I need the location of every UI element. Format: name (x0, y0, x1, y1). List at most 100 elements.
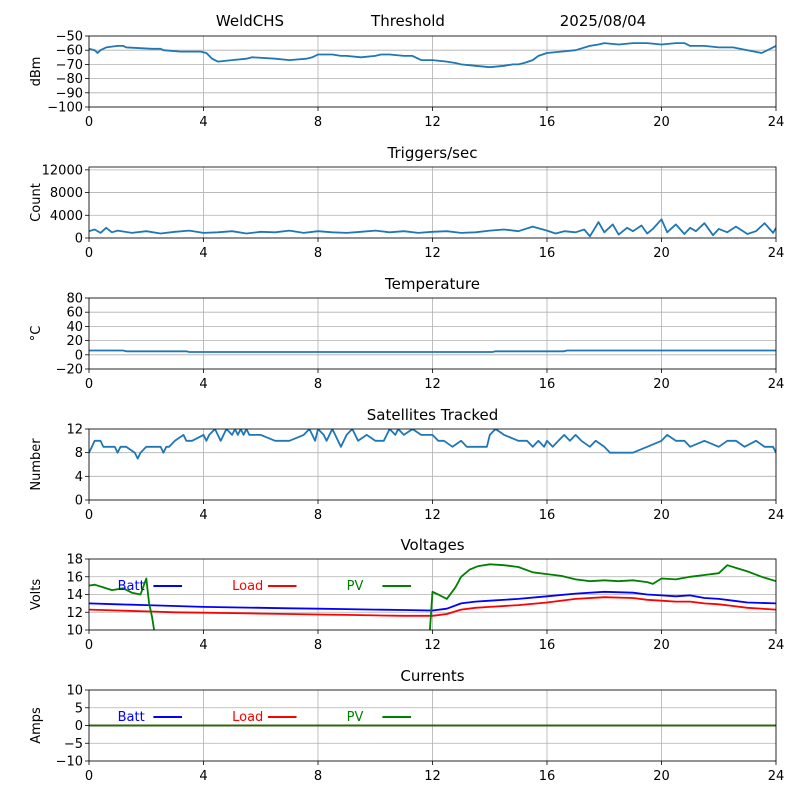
signal-ylabel: dBm (29, 57, 44, 87)
voltages-xtick-label: 12 (424, 638, 441, 653)
triggers-ytick-label: 12000 (42, 163, 83, 178)
currents-xtick-label: 12 (424, 769, 441, 784)
voltages-legend-batt-label: Batt (118, 579, 145, 594)
satellites-xtick-label: 4 (199, 508, 207, 523)
voltages-legend-pv-label: PV (347, 579, 364, 594)
satellites-ytick-label: 4 (75, 470, 83, 485)
satellites-xtick-label: 20 (653, 508, 670, 523)
voltages-xtick-label: 16 (539, 638, 556, 653)
triggers-xtick-label: 24 (768, 246, 785, 261)
currents-ylabel: Amps (29, 707, 44, 744)
signal-ytick-label: −70 (56, 58, 83, 73)
satellites-series-0 (89, 429, 776, 460)
triggers-ytick-label: 8000 (50, 186, 83, 201)
currents-xtick-label: 20 (653, 769, 670, 784)
temperature-series-0 (89, 349, 776, 353)
triggers-xtick-label: 8 (314, 246, 322, 261)
voltages-ytick-label: 10 (66, 624, 83, 639)
voltages-xtick-label: 4 (199, 638, 207, 653)
satellites-xtick-label: 24 (768, 508, 785, 523)
header-mode: Threshold (370, 12, 445, 30)
currents-ytick-label: 0 (75, 719, 83, 734)
currents-legend-batt-label: Batt (118, 710, 145, 725)
triggers-series-0 (89, 218, 776, 238)
temperature-xtick-label: 24 (768, 377, 785, 392)
currents-xtick-label: 0 (85, 769, 93, 784)
signal-xtick-label: 4 (199, 115, 207, 130)
triggers-xtick-label: 16 (539, 246, 556, 261)
temperature-ytick-label: 40 (66, 320, 83, 335)
currents-ytick-label: −5 (64, 737, 83, 752)
temperature-xtick-label: 0 (85, 377, 93, 392)
satellites-xtick-label: 8 (314, 508, 322, 523)
temperature-ytick-label: 80 (66, 292, 83, 307)
triggers-ytick-label: 4000 (50, 209, 83, 224)
voltages-xtick-label: 20 (653, 638, 670, 653)
temperature-xtick-label: 8 (314, 377, 322, 392)
temperature-ytick-label: −20 (56, 363, 83, 378)
satellites-ytick-label: 12 (66, 423, 83, 438)
temperature-xtick-label: 4 (199, 377, 207, 392)
voltages-ylabel: Volts (29, 579, 44, 611)
currents-ytick-label: −10 (56, 755, 83, 770)
voltages-series-load (89, 596, 776, 617)
signal-xtick-label: 16 (539, 115, 556, 130)
satellites-ytick-label: 0 (75, 494, 83, 509)
temperature-xtick-label: 20 (653, 377, 670, 392)
triggers-ytick-label: 0 (75, 232, 83, 247)
voltages-ytick-label: 16 (66, 570, 83, 585)
triggers-ylabel: Count (29, 183, 44, 222)
signal-ytick-label: −60 (56, 44, 83, 59)
triggers-xtick-label: 12 (424, 246, 441, 261)
signal-ytick-label: −90 (56, 86, 83, 101)
triggers-xtick-label: 20 (653, 246, 670, 261)
satellites-xtick-label: 16 (539, 508, 556, 523)
signal-xtick-label: 8 (314, 115, 322, 130)
header-date: 2025/08/04 (560, 12, 646, 30)
temperature-ytick-label: 60 (66, 306, 83, 321)
currents-legend-pv-label: PV (347, 710, 364, 725)
signal-ytick-label: −80 (56, 72, 83, 87)
voltages-ytick-label: 14 (66, 588, 83, 603)
voltages-xtick-label: 24 (768, 638, 785, 653)
voltages-title: Voltages (400, 536, 464, 554)
currents-xtick-label: 16 (539, 769, 556, 784)
currents-legend-load-label: Load (232, 710, 263, 725)
triggers-title: Triggers/sec (387, 144, 478, 162)
satellites-ylabel: Number (29, 438, 44, 491)
voltages-ytick-label: 12 (66, 606, 83, 621)
currents-ytick-label: 5 (75, 701, 83, 716)
triggers-xtick-label: 0 (85, 246, 93, 261)
voltages-series-pv (89, 563, 776, 630)
temperature-ytick-label: 0 (75, 348, 83, 363)
currents-xtick-label: 24 (768, 769, 785, 784)
currents-xtick-label: 8 (314, 769, 322, 784)
voltages-series-batt (89, 590, 776, 612)
signal-xtick-label: 24 (768, 115, 785, 130)
temperature-xtick-label: 16 (539, 377, 556, 392)
satellites-title: Satellites Tracked (367, 406, 498, 424)
satellites-xtick-label: 12 (424, 508, 441, 523)
signal-ytick-label: −100 (47, 101, 83, 116)
voltages-xtick-label: 0 (85, 638, 93, 653)
signal-xtick-label: 0 (85, 115, 93, 130)
temperature-xtick-label: 12 (424, 377, 441, 392)
satellites-xtick-label: 0 (85, 508, 93, 523)
satellites-ytick-label: 8 (75, 446, 83, 461)
temperature-ylabel: °C (29, 326, 44, 342)
header-station: WeldCHS (216, 12, 284, 30)
temperature-ytick-label: 20 (66, 334, 83, 349)
voltages-ytick-label: 18 (66, 553, 83, 568)
triggers-xtick-label: 4 (199, 246, 207, 261)
signal-xtick-label: 12 (424, 115, 441, 130)
currents-title: Currents (400, 667, 464, 685)
voltages-legend-load-label: Load (232, 579, 263, 594)
signal-ytick-label: −50 (56, 30, 83, 45)
currents-xtick-label: 4 (199, 769, 207, 784)
signal-series-0 (89, 42, 776, 69)
temperature-title: Temperature (384, 275, 480, 293)
signal-xtick-label: 20 (653, 115, 670, 130)
currents-ytick-label: 10 (66, 684, 83, 699)
voltages-xtick-label: 8 (314, 638, 322, 653)
